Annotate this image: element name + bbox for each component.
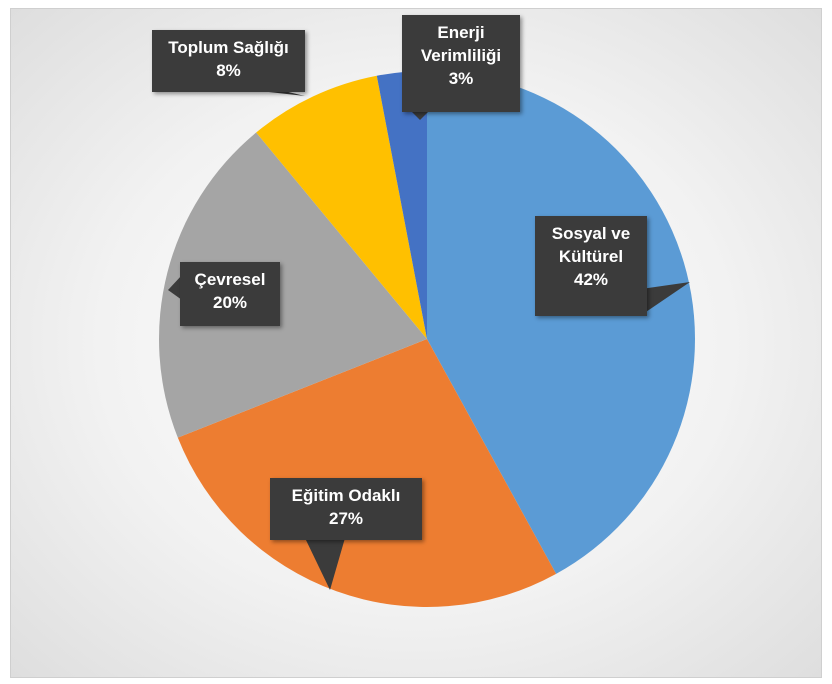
label-value: 20%	[212, 293, 248, 312]
data-label: Eğitim Odaklı 27%	[270, 478, 422, 540]
label-value: 42%	[573, 270, 609, 289]
label-value: 27%	[328, 509, 364, 528]
label-value: 3%	[448, 69, 474, 88]
label-pointer	[305, 538, 345, 590]
pie-slice	[159, 132, 427, 438]
label-category: Eğitim Odaklı	[291, 486, 401, 505]
label-value: 8%	[216, 61, 241, 80]
label-pointer	[410, 110, 430, 120]
label-category: Toplum Sağlığı	[168, 38, 289, 57]
pie-slice	[256, 75, 427, 340]
pie-slice	[427, 71, 696, 574]
label-pointer	[168, 275, 182, 300]
data-label: Çevresel 20%	[180, 262, 280, 326]
pie-slice	[376, 71, 427, 339]
pie-slice	[177, 339, 557, 607]
label-category: Sosyal ve Kültürel	[551, 224, 631, 266]
data-label: Sosyal ve Kültürel 42%	[535, 216, 647, 316]
label-category: Enerji Verimliliği	[420, 23, 502, 65]
data-label: Toplum Sağlığı 8%	[152, 30, 305, 92]
label-category: Çevresel	[194, 270, 266, 289]
data-label: Enerji Verimliliği 3%	[402, 15, 520, 112]
